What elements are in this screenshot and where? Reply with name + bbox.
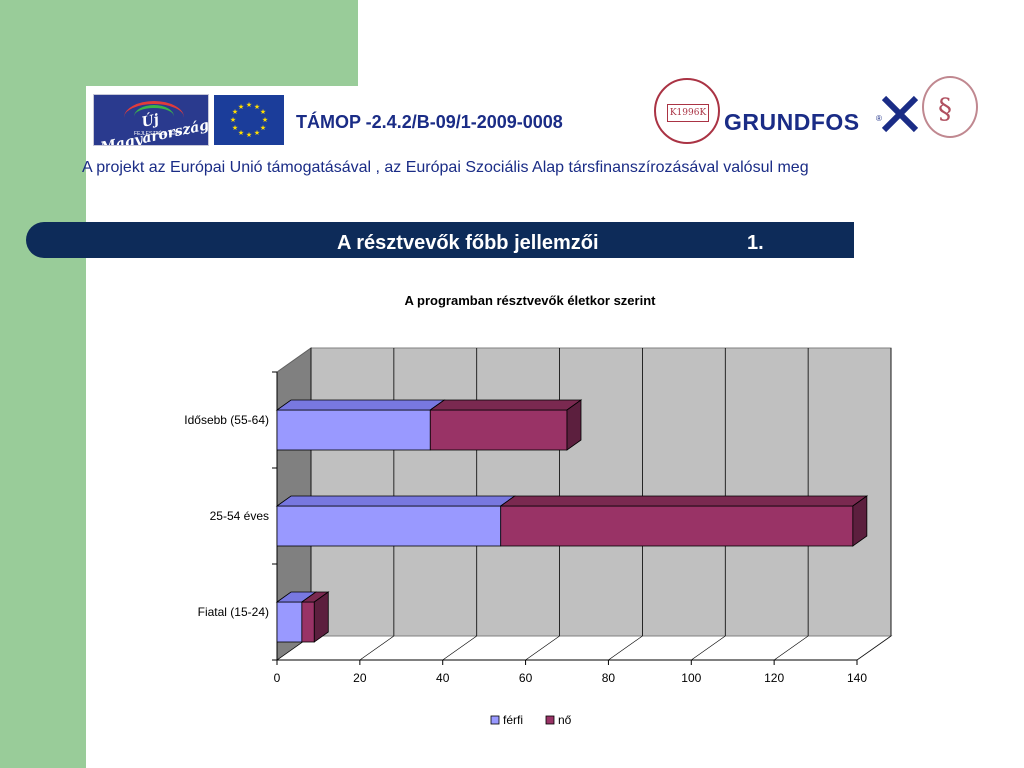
bar-top-face <box>275 399 446 411</box>
bar-end-face <box>313 591 329 643</box>
chart-title: A programban résztvevők életkor szerint <box>405 293 657 308</box>
svg-text:★: ★ <box>246 101 252 109</box>
seal-text: K1996K <box>667 104 709 122</box>
svg-text:★: ★ <box>238 129 244 137</box>
svg-text:★: ★ <box>230 116 236 124</box>
project-subtitle: A projekt az Európai Unió támogatásával … <box>82 159 809 176</box>
legend-label: nő <box>558 713 572 727</box>
bar-ferfi <box>276 601 303 643</box>
grundfos-logo: GRUNDFOS <box>724 109 860 135</box>
grid-floor-line <box>691 635 726 661</box>
bar-end-face <box>852 495 868 547</box>
category-label: 25-54 éves <box>210 509 269 523</box>
grid-floor-line <box>525 635 560 661</box>
svg-text:★: ★ <box>260 124 266 132</box>
grid-floor-line <box>773 635 809 661</box>
association-seal-logo: § <box>922 76 978 138</box>
bar-ferfi <box>276 505 502 547</box>
x-tick-label: 60 <box>519 671 533 685</box>
legend-swatch <box>490 715 500 725</box>
logo-hu-subtext: FEJLESZTÉSI TERV <box>134 131 182 137</box>
x-tick-label: 80 <box>602 671 616 685</box>
legend-swatch <box>545 715 555 725</box>
legend-label: férfi <box>503 713 523 727</box>
banner-title: A résztvevők főbb jellemzői <box>337 232 599 254</box>
registered-mark: ® <box>876 114 882 123</box>
banner-number: 1. <box>747 232 764 254</box>
eu-stars-icon: ★ ★★ ★★★ ★★★ ★★★ <box>230 101 268 139</box>
bar-top-face <box>429 399 583 411</box>
category-label: Idősebb (55-64) <box>184 413 269 427</box>
category-label: Fiatal (15-24) <box>198 605 269 619</box>
x-tick-label: 100 <box>681 671 701 685</box>
plot-floor <box>275 635 893 661</box>
bar-top-face <box>499 495 869 507</box>
bar-ferfi <box>276 409 431 451</box>
grid-floor-line <box>359 635 395 661</box>
x-tick-label: 0 <box>274 671 281 685</box>
grid-floor-line <box>608 635 643 661</box>
bar-no <box>429 409 568 451</box>
grid-floor-line <box>856 635 892 661</box>
svg-text:★: ★ <box>238 103 244 111</box>
svg-text:★: ★ <box>254 103 260 111</box>
svg-text:★: ★ <box>254 129 260 137</box>
uj-magyarorszag-logo: Új Magyarország FEJLESZTÉSI TERV <box>93 94 209 146</box>
x-tick-label: 40 <box>436 671 450 685</box>
section-banner <box>26 222 854 258</box>
bar-end-face <box>566 399 582 451</box>
svg-text:★: ★ <box>262 116 268 124</box>
eu-flag-logo: ★ ★ ★ ★ ★ ★ ★ ★ ★ ★ ★ ★ <box>214 95 284 145</box>
x-tick-label: 120 <box>764 671 784 685</box>
x-tick-label: 20 <box>353 671 367 685</box>
project-code: TÁMOP -2.4.2/B-09/1-2009-0008 <box>296 112 563 132</box>
bar-no <box>301 601 315 643</box>
x-tick-label: 140 <box>847 671 867 685</box>
bar-no <box>500 505 854 547</box>
chart-legend: férfi nő <box>490 713 572 727</box>
svg-text:★: ★ <box>232 124 238 132</box>
plot-back-wall <box>310 347 892 637</box>
green-band-left <box>0 0 86 768</box>
svg-text:★: ★ <box>246 131 252 139</box>
svg-text:★: ★ <box>260 108 266 116</box>
konzorcium-seal-logo: K1996K <box>654 78 720 144</box>
svg-text:★: ★ <box>232 108 238 116</box>
grid-floor-line <box>442 635 477 661</box>
bar-top-face <box>275 495 516 507</box>
grundfos-x-icon <box>882 95 918 133</box>
